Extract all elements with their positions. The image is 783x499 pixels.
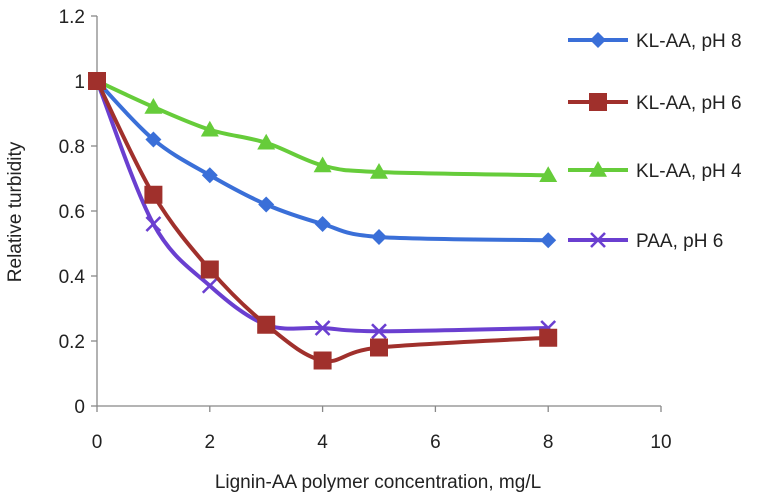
series-line: [95, 80, 549, 334]
x-tick-label: 2: [205, 432, 216, 453]
legend-marker: [590, 232, 606, 248]
legend-marker: [589, 161, 607, 177]
data-point: [257, 315, 276, 334]
data-point: [314, 216, 331, 232]
legend: KL-AA, pH 8 KL-AA, pH 6 KL-AA, pH 4 PAA, pH…: [568, 31, 742, 252]
data-point: [88, 72, 106, 90]
data-point: [257, 133, 276, 150]
legend-item: KL-AA, pH 8: [568, 31, 742, 52]
x-axis-label: Lignin-AA polymer concentration, mg/L: [215, 472, 541, 493]
legend-marker: [590, 32, 606, 48]
y-tick-label: 1.2: [59, 7, 85, 28]
data-point: [371, 323, 387, 340]
y-tick-label: 0.6: [59, 202, 85, 223]
y-tick-label: 0: [74, 397, 85, 418]
legend-item: KL-AA, pH 6: [568, 93, 742, 114]
series-1: [88, 72, 558, 370]
x-tick-label: 6: [430, 432, 441, 453]
legend-label: KL-AA, pH 6: [636, 93, 742, 114]
data-point: [313, 156, 332, 173]
y-tick-label: 0.4: [59, 267, 86, 288]
data-point: [539, 166, 558, 182]
legend-marker: [589, 93, 607, 111]
y-tick-label: 0.2: [59, 332, 85, 353]
series-2: [88, 72, 558, 182]
x-tick-label: 4: [317, 432, 328, 453]
y-tick-label: 0.8: [59, 137, 85, 158]
y-axis-label: Relative turbidity: [5, 141, 26, 282]
data-point: [370, 338, 388, 357]
y-tick-label: 1: [74, 72, 85, 93]
data-point: [200, 260, 219, 279]
x-tick-label: 0: [92, 432, 103, 453]
legend-item: KL-AA, pH 4: [568, 161, 742, 182]
data-point: [200, 120, 219, 137]
data-point: [144, 185, 163, 204]
data-point: [540, 232, 557, 249]
data-point: [371, 229, 387, 245]
legend-label: KL-AA, pH 8: [636, 31, 742, 52]
plot-area: [88, 72, 558, 370]
data-point: [258, 196, 275, 213]
data-point: [370, 163, 388, 179]
data-point: [314, 320, 331, 336]
data-point: [313, 351, 332, 370]
data-point: [201, 277, 218, 294]
data-point: [144, 98, 163, 114]
tick-labels: 0 0.2 0.4 0.6 0.8 1 1.2 0 2 4 6 8 10: [59, 7, 672, 453]
data-point: [145, 216, 162, 232]
data-point: [145, 131, 162, 148]
legend-label: PAA, pH 6: [636, 231, 723, 252]
data-point: [201, 167, 218, 184]
data-point: [539, 328, 558, 347]
legend-item: PAA, pH 6: [568, 231, 723, 252]
x-tick-label: 10: [650, 432, 671, 453]
x-tick-label: 8: [543, 432, 554, 453]
legend-label: KL-AA, pH 4: [636, 161, 742, 182]
